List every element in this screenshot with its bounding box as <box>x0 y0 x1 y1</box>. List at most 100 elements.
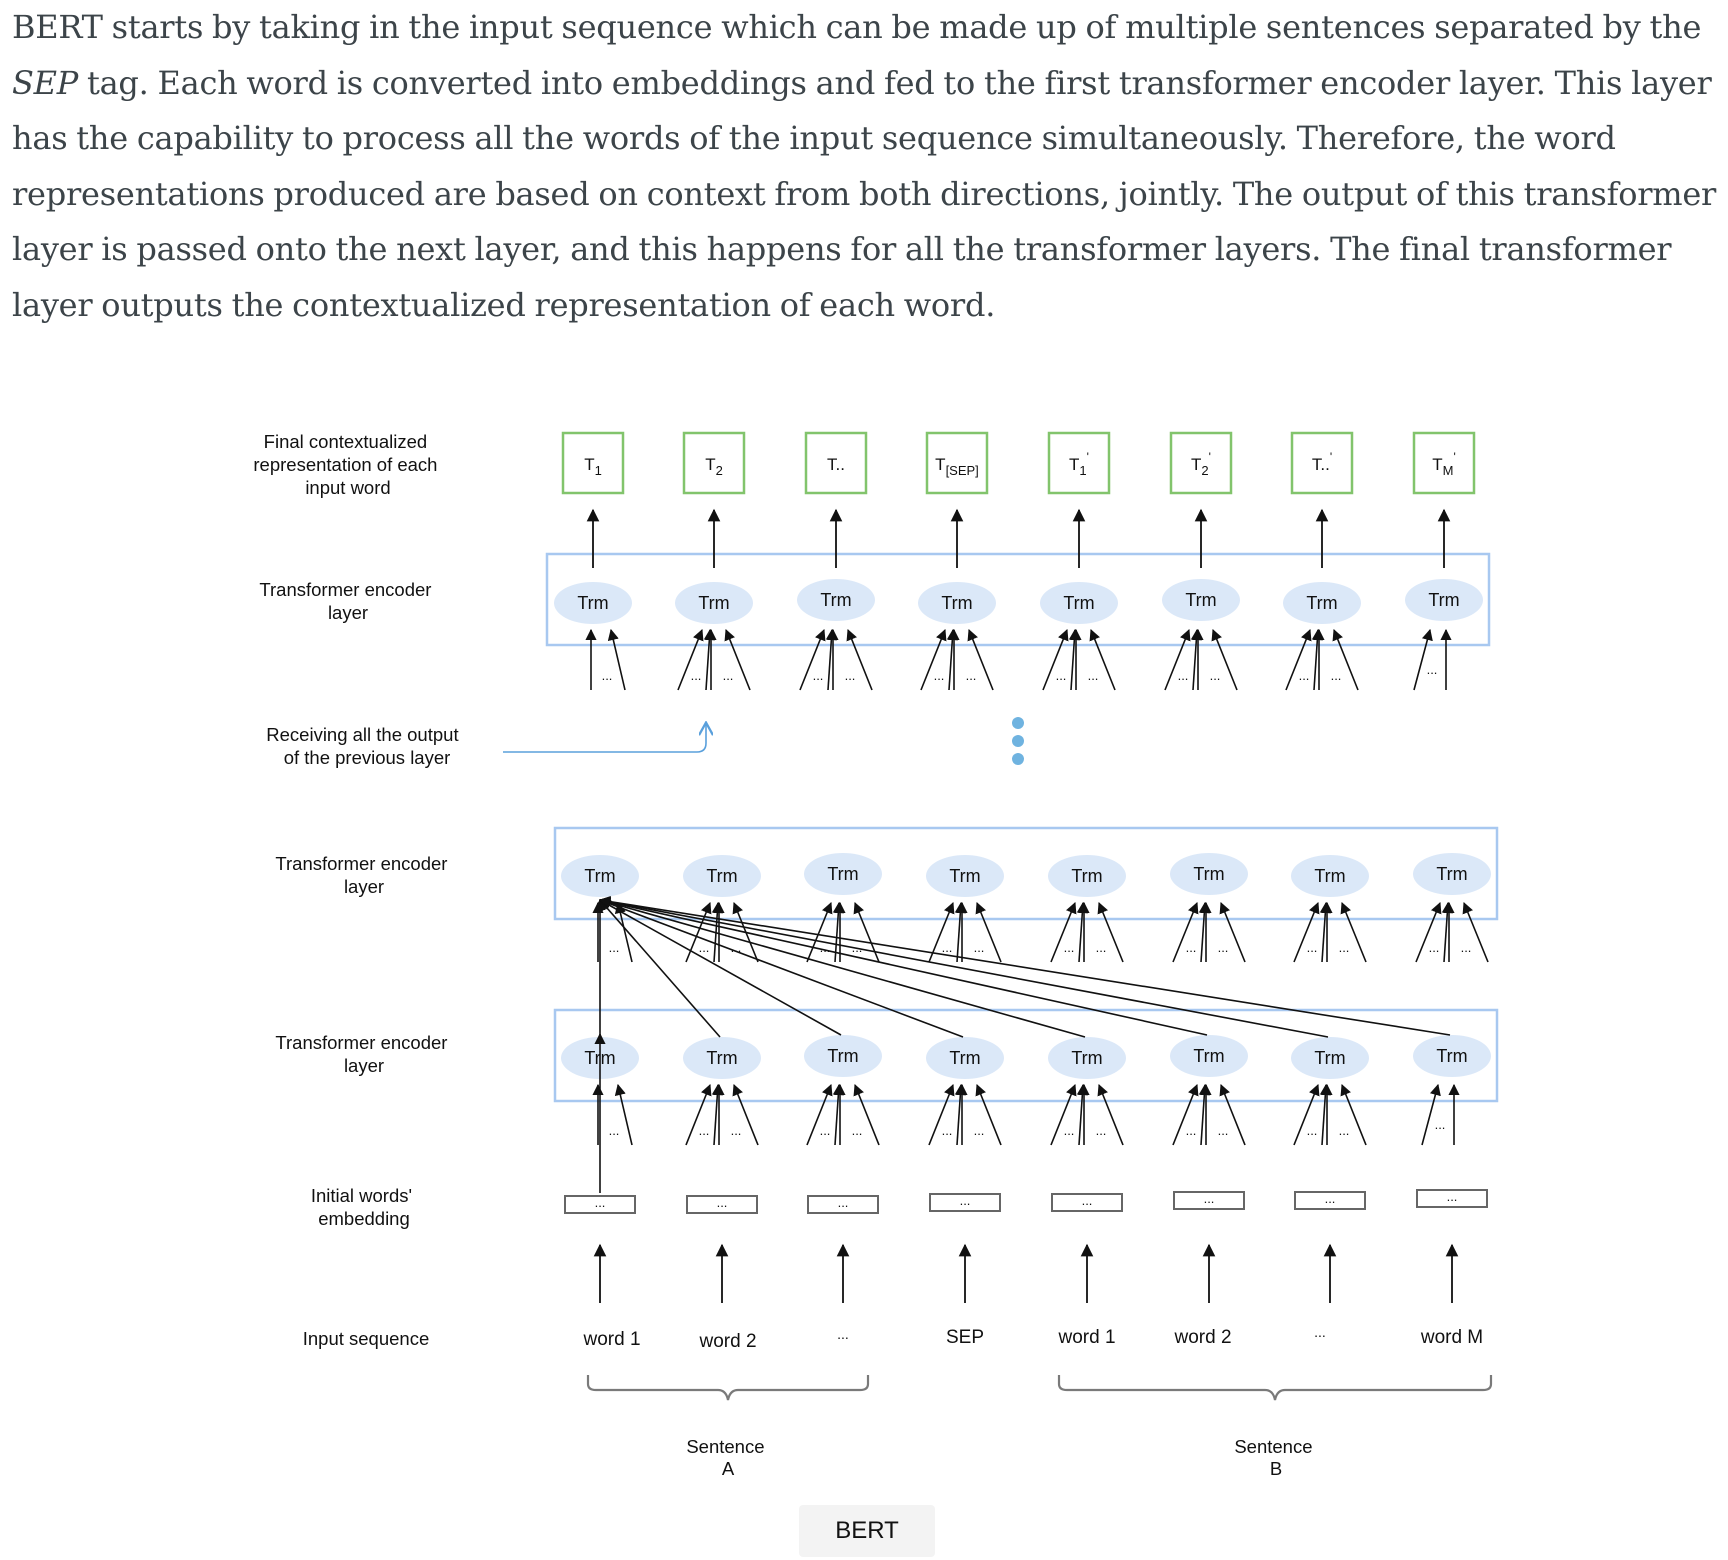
embedding-box <box>1294 1191 1366 1210</box>
input-ellipsis: ... <box>845 668 856 683</box>
attention-line-7 <box>598 896 1329 1038</box>
input-arrow <box>1068 628 1080 691</box>
output-label: T2' <box>1191 450 1211 478</box>
input-arrow <box>732 1083 759 1146</box>
input-word-7: ... <box>1314 1324 1326 1340</box>
trm-input-arrows: ...... <box>1415 901 1489 963</box>
input-ellipsis: ... <box>1064 1123 1075 1138</box>
input-arrow <box>806 901 833 963</box>
output-token-1: T1 <box>561 431 625 568</box>
embedding-box <box>929 1193 1001 1212</box>
input-ellipsis: ... <box>974 940 985 955</box>
trm-node <box>804 853 882 895</box>
input-arrow <box>1190 628 1202 691</box>
trm-node <box>1048 855 1126 897</box>
sentence-a-brace <box>586 1375 870 1401</box>
attention-line-4 <box>598 898 964 1038</box>
embedding-ellipsis: ... <box>838 1195 849 1210</box>
input-arrow <box>1311 628 1323 691</box>
top-trm-4: Trm...... <box>918 582 996 691</box>
trm-input-arrows: ...... <box>928 1083 1002 1146</box>
low-trm-2: Trm...... <box>683 1037 761 1146</box>
embedding-1: ... <box>564 1032 636 1303</box>
input-ellipsis: ... <box>852 1123 863 1138</box>
embedding-ellipsis: ... <box>1325 1191 1336 1206</box>
input-arrow <box>1340 901 1367 963</box>
embedding-box <box>807 1195 879 1214</box>
input-arrow <box>1172 901 1199 963</box>
article-paragraph: BERT starts by taking in the input seque… <box>12 0 1722 333</box>
input-arrow <box>1211 628 1238 691</box>
label-initial-embedding: Initial words' embedding <box>311 1185 417 1229</box>
attention-line-3 <box>599 899 842 1036</box>
output-token-6: T2' <box>1169 431 1233 568</box>
input-ellipsis: ... <box>1461 940 1472 955</box>
trm-input-arrows: ...... <box>928 901 1002 963</box>
low-trm-3: Trm...... <box>804 1035 882 1146</box>
output-label: T1' <box>1069 450 1089 478</box>
input-word-8: word M <box>1420 1327 1483 1348</box>
input-word-5: word 1 <box>1057 1327 1115 1348</box>
trm-node <box>804 1035 882 1077</box>
input-ellipsis: ... <box>1427 662 1438 677</box>
input-ellipsis: ... <box>966 668 977 683</box>
trm-input-arrows: ...... <box>1172 1083 1246 1146</box>
input-arrow <box>1319 901 1331 963</box>
output-token-4: T[SEP] <box>925 431 989 568</box>
output-tokens: T1 T2 T.. T[SEP] T1' T2' T..' TM' <box>561 431 1476 568</box>
trm-input-arrows: ... <box>585 628 626 691</box>
trm-input-arrows: ...... <box>806 901 880 963</box>
trm-label: Trm <box>820 590 851 610</box>
sentence-b-label: Sentence B <box>1234 1436 1317 1479</box>
top-trm-8: Trm... <box>1405 579 1483 691</box>
mid-trm-8: Trm...... <box>1413 853 1491 963</box>
input-ellipsis: ... <box>1435 1117 1446 1132</box>
low-trm-4: Trm...... <box>926 1037 1004 1146</box>
trm-node <box>918 582 996 624</box>
trm-input-arrows: ... <box>592 1083 633 1146</box>
input-arrow <box>1421 1083 1441 1146</box>
output-box <box>1169 431 1233 495</box>
input-arrow <box>975 1083 1002 1146</box>
output-label: T1 <box>584 455 602 478</box>
mid-trm-7: Trm...... <box>1291 855 1369 963</box>
input-arrow <box>954 901 966 963</box>
trm-input-arrows: ... <box>1421 1083 1460 1146</box>
input-ellipsis: ... <box>1186 940 1197 955</box>
trm-input-arrows: ...... <box>1293 1083 1367 1146</box>
row-labels: Final contextualized representation of e… <box>253 431 458 1349</box>
input-word-2: word 2 <box>698 1331 756 1352</box>
trm-input-arrows: ...... <box>685 901 759 963</box>
low-layer-nodes: Trm...Trm... ...Trm... ...Trm... ...Trm....… <box>561 1035 1491 1146</box>
figure-caption: BERT <box>799 1505 935 1557</box>
input-ellipsis: ... <box>1186 1123 1197 1138</box>
trm-node <box>675 582 753 624</box>
input-arrow <box>928 1083 955 1146</box>
embedding-3: ... <box>807 1195 879 1303</box>
trm-node <box>1048 1037 1126 1079</box>
trm-label: Trm <box>1428 590 1459 610</box>
trm-label: Trm <box>584 866 615 886</box>
input-ellipsis: ... <box>1056 668 1067 683</box>
input-arrow <box>1097 901 1124 963</box>
trm-label: Trm <box>698 593 729 613</box>
input-ellipsis: ... <box>820 940 831 955</box>
input-arrow <box>1042 628 1069 691</box>
embedding-ellipsis: ... <box>717 1195 728 1210</box>
input-arrow <box>685 901 712 963</box>
trm-node <box>1291 855 1369 897</box>
input-arrow <box>1219 1083 1246 1146</box>
trm-input-arrows: ...... <box>1050 1083 1124 1146</box>
mid-trm-2: Trm...... <box>683 855 761 963</box>
trm-node <box>797 579 875 621</box>
input-arrow <box>806 1083 833 1146</box>
input-ellipsis: ... <box>1096 940 1107 955</box>
embedding-7: ... <box>1294 1191 1366 1303</box>
input-ellipsis: ... <box>609 1123 620 1138</box>
input-arrow <box>1097 1083 1124 1146</box>
trm-input-arrows: ...... <box>806 1083 880 1146</box>
input-ellipsis: ... <box>699 940 710 955</box>
trm-input-arrows: ...... <box>1042 628 1116 691</box>
embedding-ellipsis: ... <box>595 1195 606 1210</box>
trm-node <box>683 855 761 897</box>
